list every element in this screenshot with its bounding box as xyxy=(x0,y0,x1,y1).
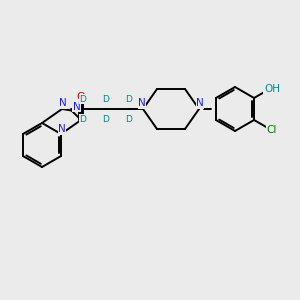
Text: D: D xyxy=(80,94,86,103)
Text: N: N xyxy=(196,98,204,108)
Text: D: D xyxy=(80,115,86,124)
Text: O: O xyxy=(77,92,85,102)
Text: OH: OH xyxy=(264,84,280,94)
Text: D: D xyxy=(103,115,110,124)
Text: N: N xyxy=(73,101,80,112)
Text: D: D xyxy=(103,94,110,103)
Text: N: N xyxy=(138,98,146,108)
Text: D: D xyxy=(126,115,132,124)
Text: N: N xyxy=(59,98,67,108)
Text: Cl: Cl xyxy=(267,125,277,135)
Text: D: D xyxy=(126,94,132,103)
Text: N: N xyxy=(58,124,66,134)
